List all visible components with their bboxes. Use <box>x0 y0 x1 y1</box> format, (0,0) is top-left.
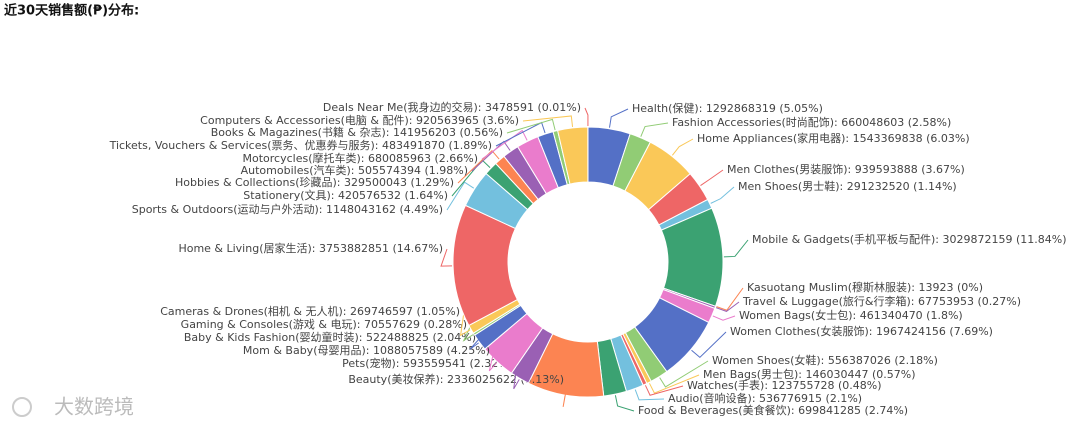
leader-line <box>691 331 727 359</box>
slice-label: Men Clothes(男装服饰): 939593888 (3.67%) <box>727 162 965 176</box>
slice-label: Sports & Outdoors(运动与户外活动): 1148043162 (… <box>132 202 443 216</box>
leader-line <box>469 337 481 350</box>
slice-label: Baby & Kids Fashion(婴幼童时装): 522488825 (2… <box>184 330 476 344</box>
leader-line <box>513 363 520 390</box>
slice-label: Men Shoes(男士鞋): 291232520 (1.14%) <box>738 179 957 193</box>
slice-label: Men Bags(男士包): 146030447 (0.57%) <box>703 368 916 381</box>
slice-label: Beauty(美妆保养): 2336025622 (9.13%) <box>348 372 564 386</box>
leader-line <box>459 311 471 337</box>
slice-label: Fashion Accessories(时尚配饰): 660048603 (2.… <box>672 115 951 129</box>
leader-line <box>506 118 556 134</box>
leader-line <box>522 115 574 127</box>
leader-line <box>488 350 498 372</box>
leader-line <box>614 395 635 412</box>
leader-line <box>440 248 453 267</box>
slice-label: Food & Beverages(美食餐饮): 699841285 (2.74%… <box>638 403 908 417</box>
slice-label: Stationery(文具): 420576532 (1.64%) <box>243 188 448 202</box>
slice-label: Home Appliances(家用电器): 1543369838 (6.03%… <box>697 131 970 145</box>
watermark-logo <box>12 397 32 417</box>
slice-label: Audio(音响设备): 536776915 (2.1%) <box>668 391 862 405</box>
slice-label: Women Shoes(女鞋): 556387026 (2.18%) <box>712 353 938 367</box>
slice-label: Computers & Accessories(电脑 & 配件): 920563… <box>200 114 519 127</box>
leader-line <box>715 301 740 312</box>
chart-title: 近30天销售额(₱)分布: <box>4 3 139 19</box>
slice-label: Pets(宠物): 593559541 (2.32%) <box>342 356 513 370</box>
slice-label: Deals Near Me(我身边的交易): 3478591 (0.01%) <box>323 100 581 114</box>
slice-label: Watches(手表): 123755728 (0.48%) <box>687 378 882 392</box>
slice-label: Kasuotang Muslim(穆斯林服装): 13923 (0%) <box>747 280 983 294</box>
slice-label: Hobbies & Collections(珍藏品): 329500043 (1… <box>175 176 454 189</box>
leader-line <box>584 107 589 127</box>
leader-line <box>700 169 724 186</box>
slice-label: Mobile & Gadgets(手机平板与配件): 3029872159 (1… <box>752 232 1067 246</box>
leader-line <box>723 239 749 258</box>
slice-label: Cameras & Drones(相机 & 无人机): 269746597 (1… <box>160 304 460 318</box>
slice-label: Books & Magazines(书籍 & 杂志): 141956203 (0… <box>211 125 503 139</box>
slice-label: Women Bags(女士包): 461340470 (1.8%) <box>739 308 963 322</box>
leader-line <box>609 108 629 128</box>
leader-line <box>446 181 475 211</box>
leader-line <box>457 150 500 184</box>
watermark: 大数跨境 <box>54 395 134 419</box>
leader-line <box>562 379 569 407</box>
leader-line <box>671 138 694 156</box>
slice-label: Health(保健): 1292868319 (5.05%) <box>632 101 823 115</box>
leader-line <box>640 122 669 137</box>
leader-line <box>649 374 700 394</box>
leader-line <box>644 385 684 396</box>
slice-label: Automobiles(汽车类): 505574394 (1.98%) <box>241 163 468 177</box>
leader-line <box>712 315 736 321</box>
leader-line <box>481 129 528 160</box>
leader-line <box>659 360 709 388</box>
leader-line <box>710 186 735 204</box>
slice-label: Home & Living(居家生活): 3753882851 (14.67%) <box>178 241 443 255</box>
slice-label: Women Clothes(女装服饰): 1967424156 (7.69%) <box>730 324 993 338</box>
slice-label: Motorcycles(摩托车类): 680085963 (2.66%) <box>242 151 478 165</box>
leader-line <box>716 287 744 311</box>
slice-label: Travel & Luggage(旅行&行李箱): 67753953 (0.27… <box>742 294 1021 308</box>
slice-label: Gaming & Consoles(游戏 & 电玩): 70557629 (0.… <box>181 318 467 331</box>
slice-label: Tickets, Vouchers & Services(票务、优惠券与服务):… <box>109 138 492 152</box>
leader-line <box>634 389 665 401</box>
slice-label: Mom & Baby(母婴用品): 1088057589 (4.25%) <box>243 344 490 357</box>
